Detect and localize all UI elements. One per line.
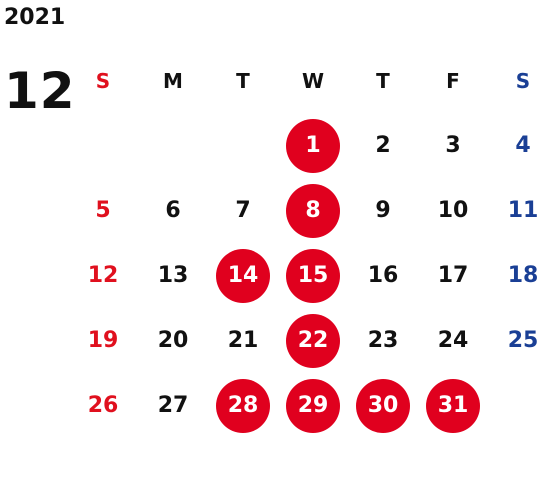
- day-cell: 5: [68, 178, 138, 243]
- day-cell: 26: [68, 373, 138, 438]
- weekday-header-monday: M: [163, 68, 183, 93]
- day-number: 26: [87, 392, 119, 418]
- day-number: 11: [507, 197, 539, 223]
- highlighted-day-number: 1: [286, 118, 340, 173]
- weekday-header-wednesday: W: [301, 68, 325, 93]
- day-number: 3: [445, 132, 461, 158]
- day-cell: 22: [278, 308, 348, 373]
- highlighted-day-number: 30: [356, 378, 410, 433]
- day-cell: 20: [138, 308, 208, 373]
- day-cell: 30: [348, 373, 418, 438]
- highlighted-day-number: 31: [426, 378, 480, 433]
- day-cell: 29: [278, 373, 348, 438]
- weekday-header-thursday: T: [376, 68, 390, 93]
- highlighted-day-number: 8: [286, 183, 340, 238]
- calendar-month: 12: [4, 62, 76, 120]
- day-cell: 14: [208, 243, 278, 308]
- day-number: 25: [507, 327, 539, 353]
- highlighted-day-number: 22: [286, 313, 340, 368]
- weekday-header-tuesday: T: [236, 68, 250, 93]
- day-number: 10: [437, 197, 469, 223]
- day-cell: 9: [348, 178, 418, 243]
- day-cell: 21: [208, 308, 278, 373]
- day-number: 24: [437, 327, 469, 353]
- day-number: 9: [375, 197, 391, 223]
- highlighted-day-number: 28: [216, 378, 270, 433]
- day-cell: 23: [348, 308, 418, 373]
- highlighted-day-number: 14: [216, 248, 270, 303]
- day-number: 6: [165, 197, 181, 223]
- day-cell: 16: [348, 243, 418, 308]
- day-cell: [208, 113, 278, 178]
- day-number: 20: [157, 327, 189, 353]
- weekday-header-sunday: S: [95, 68, 111, 93]
- day-cell: 27: [138, 373, 208, 438]
- day-cell: 19: [68, 308, 138, 373]
- day-cell: [488, 373, 548, 438]
- day-number: 13: [157, 262, 189, 288]
- weekday-header-friday: F: [446, 68, 460, 93]
- day-cell: 25: [488, 308, 548, 373]
- day-number: 27: [157, 392, 189, 418]
- day-cell: 12: [68, 243, 138, 308]
- day-cell: 1: [278, 113, 348, 178]
- weekday-header-saturday: S: [515, 68, 531, 93]
- day-cell: 6: [138, 178, 208, 243]
- day-cell: 8: [278, 178, 348, 243]
- day-number: 12: [87, 262, 119, 288]
- calendar-year: 2021: [4, 5, 66, 30]
- day-cell: 31: [418, 373, 488, 438]
- day-cell: 7: [208, 178, 278, 243]
- day-cell: 24: [418, 308, 488, 373]
- day-number: 23: [367, 327, 399, 353]
- day-cell: 28: [208, 373, 278, 438]
- day-cell: 13: [138, 243, 208, 308]
- day-cell: 18: [488, 243, 548, 308]
- day-cell: 2: [348, 113, 418, 178]
- day-cell: 17: [418, 243, 488, 308]
- day-number: 2: [375, 132, 391, 158]
- highlighted-day-number: 15: [286, 248, 340, 303]
- day-cell: 10: [418, 178, 488, 243]
- day-cell: 15: [278, 243, 348, 308]
- day-cell: 11: [488, 178, 548, 243]
- day-number: 17: [437, 262, 469, 288]
- day-number: 21: [227, 327, 259, 353]
- day-cell: [68, 113, 138, 178]
- day-cell: [138, 113, 208, 178]
- day-number: 7: [235, 197, 251, 223]
- day-number: 19: [87, 327, 119, 353]
- day-number: 18: [507, 262, 539, 288]
- day-number: 16: [367, 262, 399, 288]
- calendar-grid: S M T W T F S 1 2 3 4 5 6 7 8 9 10 11 12…: [68, 48, 548, 438]
- day-cell: 4: [488, 113, 548, 178]
- day-cell: 3: [418, 113, 488, 178]
- day-number: 5: [95, 197, 111, 223]
- highlighted-day-number: 29: [286, 378, 340, 433]
- day-number: 4: [515, 132, 531, 158]
